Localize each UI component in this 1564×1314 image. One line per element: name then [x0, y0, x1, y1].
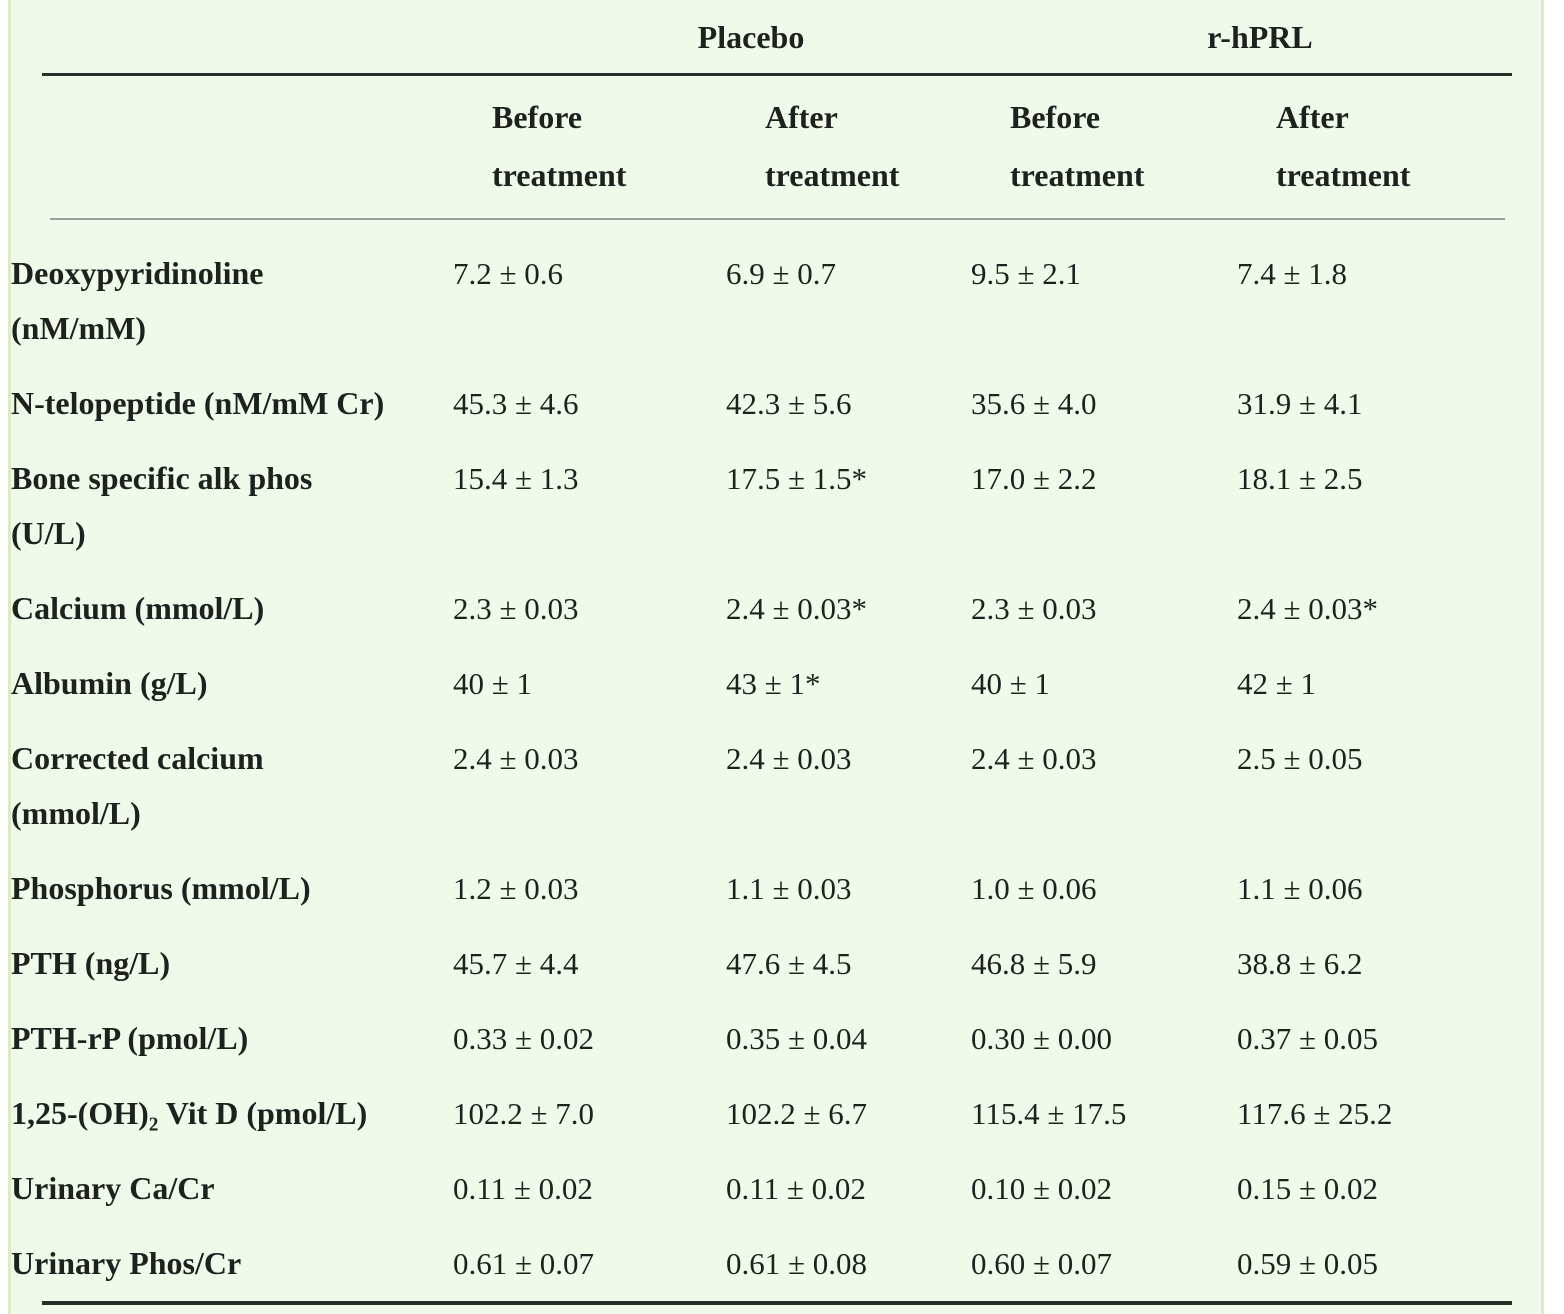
row-label: Phosphorus (mmol/L): [11, 870, 311, 906]
table-body: Deoxypyridinoline (nM/mM) 7.2 ± 0.6 6.9 …: [11, 220, 1541, 1301]
cell-value: 2.3 ± 0.03: [971, 591, 1097, 626]
cell-value: 0.10 ± 0.02: [971, 1171, 1113, 1206]
row-label: Urinary Ca/Cr: [11, 1170, 215, 1206]
cell-value: 2.5 ± 0.05: [1237, 741, 1363, 776]
cell-value: 1.2 ± 0.03: [453, 871, 579, 906]
cell-value: 38.8 ± 6.2: [1237, 946, 1363, 981]
cell-value: 2.4 ± 0.03*: [1237, 591, 1379, 626]
table-row: Bone specific alk phos (U/L) 15.4 ± 1.3 …: [11, 441, 1541, 571]
cell-value: 0.11 ± 0.02: [453, 1171, 593, 1206]
table-row: Albumin (g/L) 40 ± 1 43 ± 1* 40 ± 1 42 ±…: [11, 646, 1541, 721]
cell-value: 17.5 ± 1.5*: [726, 461, 868, 496]
subheader-placebo-before: Before treatment: [492, 99, 627, 193]
cell-value: 0.61 ± 0.08: [726, 1246, 868, 1281]
cell-value: 7.4 ± 1.8: [1237, 256, 1348, 291]
cell-value: 40 ± 1: [971, 666, 1051, 701]
row-label: Deoxypyridinoline (nM/mM): [11, 255, 264, 346]
row-label: Bone specific alk phos (U/L): [11, 460, 313, 551]
cell-value: 47.6 ± 4.5: [726, 946, 852, 981]
row-label: Corrected calcium (mmol/L): [11, 740, 264, 831]
cell-value: 2.3 ± 0.03: [453, 591, 579, 626]
cell-value: 17.0 ± 2.2: [971, 461, 1097, 496]
cell-value: 2.4 ± 0.03: [726, 741, 852, 776]
row-label: PTH (ng/L): [11, 945, 171, 981]
cell-value: 1.1 ± 0.06: [1237, 871, 1363, 906]
cell-value: 43 ± 1*: [726, 666, 821, 701]
cell-value: 7.2 ± 0.6: [453, 256, 564, 291]
table-row: Urinary Phos/Cr 0.61 ± 0.07 0.61 ± 0.08 …: [11, 1226, 1541, 1301]
row-label: Urinary Phos/Cr: [11, 1245, 242, 1281]
row-label: Albumin (g/L): [11, 665, 208, 701]
subheader-rule-gray: [50, 218, 1505, 220]
table-row: Calcium (mmol/L) 2.3 ± 0.03 2.4 ± 0.03* …: [11, 571, 1541, 646]
cell-value: 0.30 ± 0.00: [971, 1021, 1113, 1056]
cell-value: 35.6 ± 4.0: [971, 386, 1097, 421]
column-group-header-row: Placebo r-hPRL: [11, 0, 1541, 65]
cell-value: 0.33 ± 0.02: [453, 1021, 595, 1056]
subheader-placebo-after: After treatment: [765, 99, 900, 193]
cell-value: 0.61 ± 0.07: [453, 1246, 595, 1281]
column-group-spacer: [50, 10, 492, 65]
row-label: Calcium (mmol/L): [11, 590, 265, 626]
cell-value: 2.4 ± 0.03*: [726, 591, 868, 626]
cell-value: 117.6 ± 25.2: [1237, 1096, 1393, 1131]
row-label: N-telopeptide (nM/mM Cr): [11, 385, 385, 421]
table-row: Urinary Ca/Cr 0.11 ± 0.02 0.11 ± 0.02 0.…: [11, 1151, 1541, 1226]
subheader-rhprl-after: After treatment: [1276, 99, 1411, 193]
cell-value: 0.59 ± 0.05: [1237, 1246, 1379, 1281]
table-row: Phosphorus (mmol/L) 1.2 ± 0.03 1.1 ± 0.0…: [11, 851, 1541, 926]
subheader-row: Before treatment After treatment Before …: [11, 76, 1541, 218]
cell-value: 46.8 ± 5.9: [971, 946, 1097, 981]
cell-value: 42 ± 1: [1237, 666, 1317, 701]
column-group-placebo: Placebo: [697, 19, 805, 55]
cell-value: 0.37 ± 0.05: [1237, 1021, 1379, 1056]
subheader-spacer: [50, 88, 492, 204]
results-table: Placebo r-hPRL Before treatment After tr…: [8, 0, 1544, 1314]
cell-value: 1.1 ± 0.03: [726, 871, 852, 906]
cell-value: 0.60 ± 0.07: [971, 1246, 1113, 1281]
cell-value: 42.3 ± 5.6: [726, 386, 852, 421]
table-row: Corrected calcium (mmol/L) 2.4 ± 0.03 2.…: [11, 721, 1541, 851]
cell-value: 1.0 ± 0.06: [971, 871, 1097, 906]
cell-value: 45.3 ± 4.6: [453, 386, 579, 421]
cell-value: 102.2 ± 6.7: [726, 1096, 868, 1131]
cell-value: 2.4 ± 0.03: [453, 741, 579, 776]
cell-value: 45.7 ± 4.4: [453, 946, 579, 981]
cell-value: 18.1 ± 2.5: [1237, 461, 1363, 496]
cell-value: 31.9 ± 4.1: [1237, 386, 1363, 421]
table-row: N-telopeptide (nM/mM Cr) 45.3 ± 4.6 42.3…: [11, 366, 1541, 441]
cell-value: 9.5 ± 2.1: [971, 256, 1082, 291]
cell-value: 0.15 ± 0.02: [1237, 1171, 1379, 1206]
table-row: PTH-rP (pmol/L) 0.33 ± 0.02 0.35 ± 0.04 …: [11, 1001, 1541, 1076]
header-rule-dark: [42, 73, 1512, 76]
cell-value: 2.4 ± 0.03: [971, 741, 1097, 776]
cell-value: 15.4 ± 1.3: [453, 461, 579, 496]
cell-value: 0.35 ± 0.04: [726, 1021, 868, 1056]
row-label: PTH-rP (pmol/L): [11, 1020, 249, 1056]
subheader-rhprl-before: Before treatment: [1010, 99, 1145, 193]
cell-value: 115.4 ± 17.5: [971, 1096, 1127, 1131]
table-row: PTH (ng/L) 45.7 ± 4.4 47.6 ± 4.5 46.8 ± …: [11, 926, 1541, 1001]
cell-value: 102.2 ± 7.0: [453, 1096, 595, 1131]
column-group-rhprl: r-hPRL: [1207, 19, 1313, 55]
footer-rule-dark: [42, 1301, 1512, 1305]
row-label: 1,25-(OH)₂ Vit D (pmol/L): [11, 1095, 368, 1131]
table-row: 1,25-(OH)₂ Vit D (pmol/L) 102.2 ± 7.0 10…: [11, 1076, 1541, 1151]
table-row: Deoxypyridinoline (nM/mM) 7.2 ± 0.6 6.9 …: [11, 236, 1541, 366]
cell-value: 40 ± 1: [453, 666, 533, 701]
cell-value: 0.11 ± 0.02: [726, 1171, 866, 1206]
cell-value: 6.9 ± 0.7: [726, 256, 837, 291]
